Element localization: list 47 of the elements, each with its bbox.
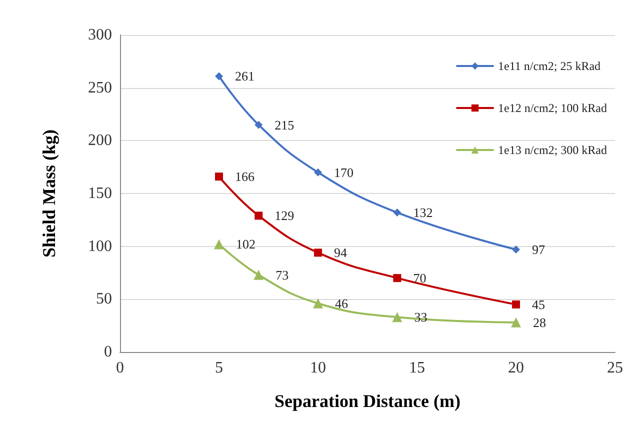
y-tick-label: 300 (88, 26, 112, 44)
point (314, 168, 322, 176)
x-axis-title: Separation Distance (m) (274, 391, 460, 411)
point (254, 120, 263, 129)
point (511, 317, 521, 328)
point (393, 274, 402, 282)
y-tick-label: 150 (88, 185, 112, 202)
data-label: 132 (413, 205, 433, 220)
data-label: 261 (235, 68, 254, 84)
y-tick-label: 0 (104, 344, 112, 360)
point (215, 72, 223, 80)
y-tick-label: 50 (96, 290, 112, 308)
data-label: 28 (533, 314, 546, 330)
point (512, 300, 520, 308)
point (254, 270, 264, 280)
point (214, 239, 224, 250)
legend-label: 1e12 n/cm2; 100 kRad (498, 101, 607, 115)
data-label: 102 (236, 236, 256, 252)
data-label: 46 (335, 296, 348, 311)
data-label: 45 (532, 296, 545, 312)
x-tick-label: 20 (508, 360, 524, 376)
data-label: 94 (334, 245, 348, 260)
x-tick-label: 5 (215, 360, 223, 376)
data-label: 215 (274, 117, 294, 132)
point (314, 248, 322, 257)
point (393, 208, 402, 217)
point (313, 298, 323, 308)
y-axis-title: Shield Mass (kg) (39, 129, 59, 258)
x-tick-label: 10 (310, 360, 326, 376)
legend-label: 1e11 n/cm2; 25 kRad (498, 59, 601, 73)
data-label: 73 (276, 267, 289, 282)
x-tick-label: 25 (607, 360, 623, 376)
data-label: 70 (413, 270, 426, 286)
x-tick-label: 0 (116, 360, 124, 376)
point (512, 246, 520, 254)
data-label: 170 (334, 164, 354, 180)
y-tick-label: 200 (88, 132, 112, 150)
data-label: 97 (532, 242, 546, 258)
point (215, 172, 223, 181)
y-tick-label: 250 (88, 79, 112, 96)
point (392, 312, 402, 322)
y-tick-label: 100 (88, 238, 112, 255)
x-tick-label: 15 (409, 360, 425, 376)
point (254, 212, 263, 220)
data-label: 129 (274, 208, 294, 224)
data-label: 166 (235, 169, 255, 184)
legend-label: 1e13 n/cm2; 300 kRad (498, 143, 607, 157)
